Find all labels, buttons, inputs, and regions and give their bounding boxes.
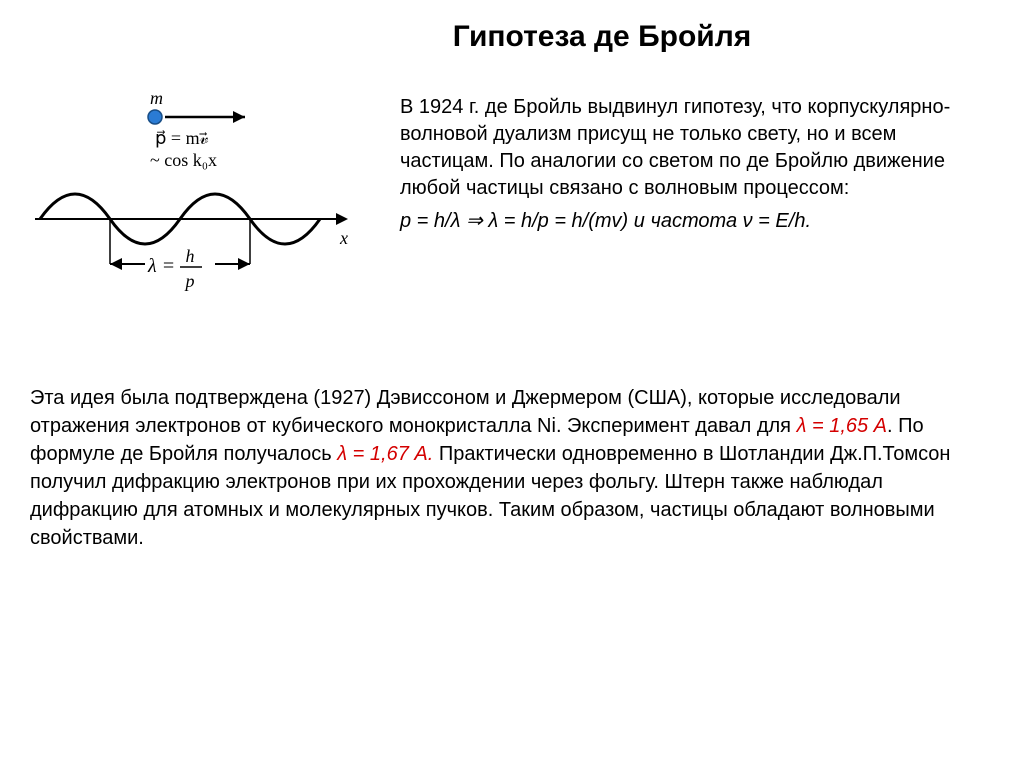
formula-mid: = h/p = h/(mv) [498, 210, 628, 232]
velocity-arrow-head [233, 111, 245, 123]
intro-paragraph: В 1924 г. де Бройль выдвинул гипотезу, ч… [400, 84, 994, 235]
page-title: Гипотеза де Бройля [210, 20, 994, 54]
freq-eq: = E/h. [753, 210, 811, 232]
nu-sym: ν [743, 210, 753, 232]
lambda-2: λ [488, 210, 498, 232]
top-row: m p⃗ = m𝓋⃗ ~ cos k₀x x λ = [30, 84, 994, 324]
lower-paragraph: Эта идея была подтверждена (1927) Дэвисс… [30, 384, 994, 552]
dim-arrowhead-right [238, 258, 250, 270]
lambda-1: λ [451, 210, 461, 232]
fraction-bottom: p [184, 271, 195, 291]
lambda-val-2: λ = 1,67 А. [337, 443, 433, 465]
de-broglie-diagram: m p⃗ = m𝓋⃗ ~ cos k₀x x λ = [30, 84, 360, 324]
formula-line: p = h/λ ⇒ λ = h/p = h/(mv) и частота ν =… [400, 208, 994, 235]
lambda-symbol: λ = [147, 255, 175, 277]
dim-arrowhead-left [110, 258, 122, 270]
lambda-val-1: λ = 1,65 А [797, 415, 887, 437]
mass-label: m [150, 88, 163, 108]
wave-diagram-svg: m p⃗ = m𝓋⃗ ~ cos k₀x x λ = [30, 84, 360, 324]
fraction-top: h [186, 246, 195, 266]
formula-pre: p = h/ [400, 210, 451, 232]
freq-text: и частота [628, 210, 742, 232]
cos-eq: ~ cos k₀x [150, 150, 217, 170]
lower-s1: Эта идея была подтверждена (1927) Дэвисс… [30, 387, 901, 437]
particle-icon [148, 110, 162, 124]
x-axis-arrow [336, 213, 348, 225]
arrow-sym: ⇒ [460, 210, 488, 232]
x-axis-label: x [339, 228, 348, 248]
intro-body: В 1924 г. де Бройль выдвинул гипотезу, ч… [400, 96, 950, 199]
momentum-eq: p⃗ = m𝓋⃗ [155, 128, 209, 148]
